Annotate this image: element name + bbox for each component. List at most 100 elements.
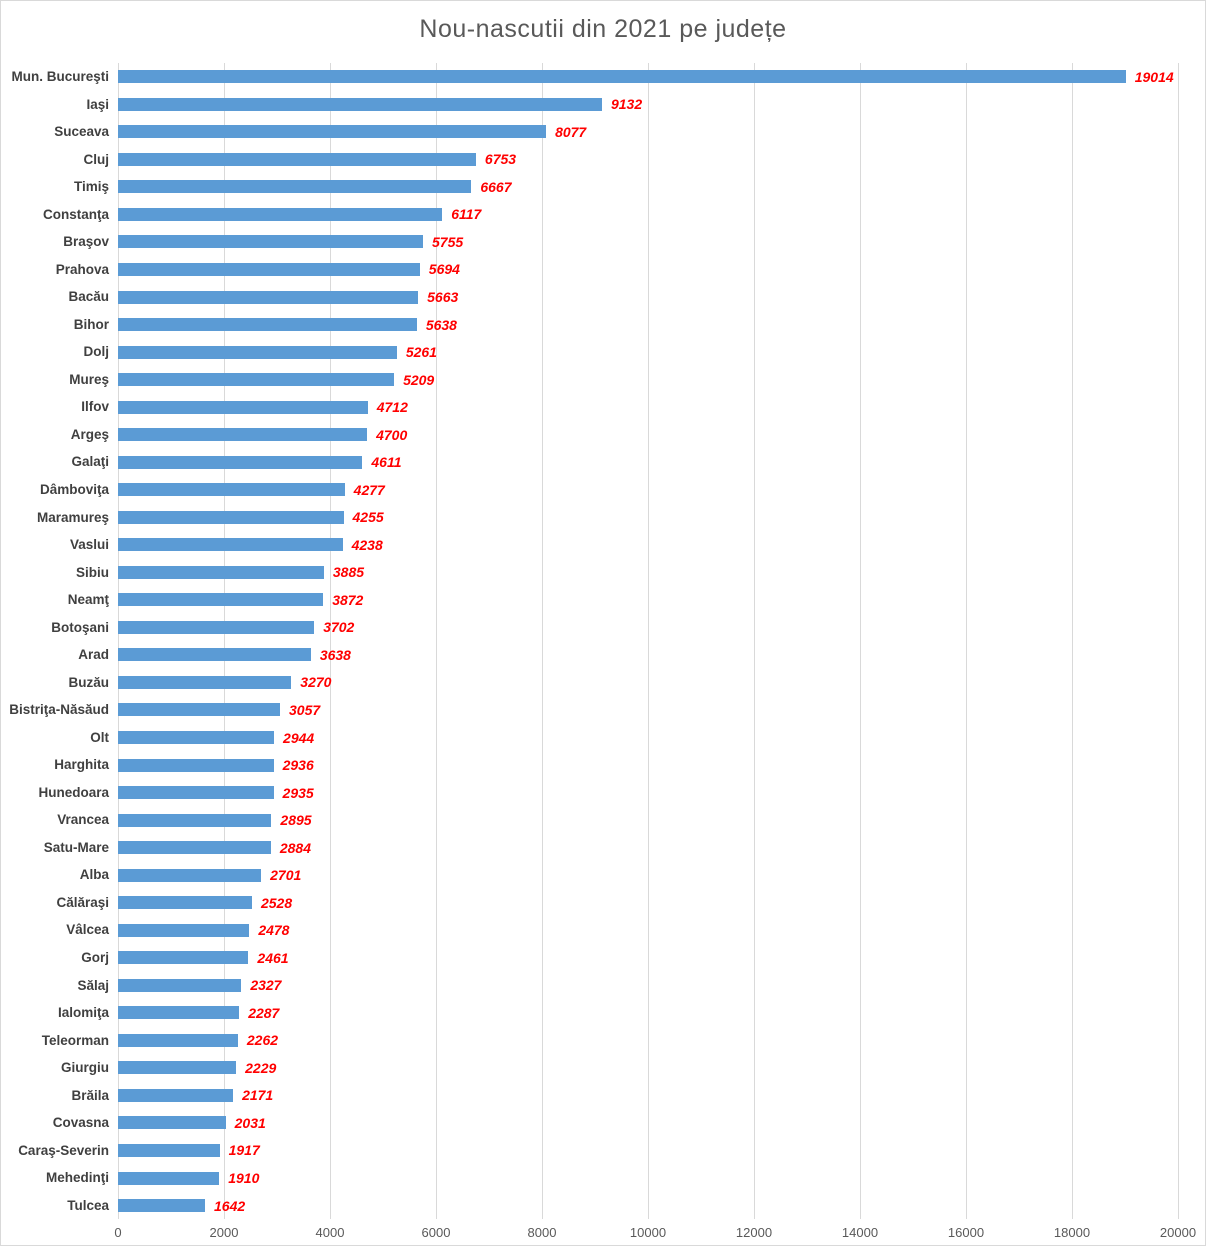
category-label: Bacău	[68, 289, 109, 305]
bar-row: 3270	[118, 669, 1178, 697]
bar-row: 4277	[118, 476, 1178, 504]
bar-row: 3885	[118, 559, 1178, 587]
value-label: 3885	[332, 564, 365, 581]
bar-row: 4700	[118, 421, 1178, 449]
x-tick-label: 8000	[527, 1225, 557, 1240]
value-label: 6117	[451, 206, 482, 223]
bar-row: 2528	[118, 889, 1178, 917]
bar-row: 6117	[118, 201, 1178, 229]
value-label: 1917	[228, 1142, 260, 1159]
bar	[118, 978, 242, 992]
x-tick-label: 4000	[315, 1225, 345, 1240]
value-label: 1642	[214, 1197, 246, 1214]
bar-row: 2171	[118, 1082, 1178, 1110]
value-label: 2936	[282, 757, 314, 774]
category-label: Vaslui	[69, 537, 109, 553]
value-label: 2944	[283, 729, 315, 746]
x-tick-label: 2000	[209, 1225, 239, 1240]
category-label: Maramureş	[36, 509, 109, 525]
value-label: 4700	[376, 426, 408, 443]
category-label: Hunedoara	[38, 784, 109, 800]
value-label: 4611	[371, 454, 402, 471]
bar-row: 3702	[118, 614, 1178, 642]
bar-row: 4712	[118, 393, 1178, 421]
bar-row: 1910	[118, 1164, 1178, 1192]
bar	[118, 290, 419, 304]
bar	[118, 841, 271, 855]
category-label: Suceava	[54, 124, 109, 140]
bar-row: 9132	[118, 91, 1178, 119]
bar-row: 2935	[118, 779, 1178, 807]
bar-row: 1917	[118, 1137, 1178, 1165]
category-label: Neamţ	[67, 592, 109, 608]
gridline	[966, 63, 967, 1219]
plot-area: 19014 9132 8077 6753 6667 6117 5755 5694 5663 563…	[118, 63, 1179, 1219]
category-label: Mureş	[69, 371, 109, 387]
bar	[118, 951, 249, 965]
category-label: Argeş	[70, 426, 109, 442]
value-label: 4255	[352, 509, 384, 526]
value-label: 2461	[257, 949, 289, 966]
gridline	[330, 63, 331, 1219]
bar-row: 4255	[118, 504, 1178, 532]
bar	[118, 455, 363, 469]
x-tick-label: 20000	[1159, 1225, 1197, 1240]
bar	[118, 1088, 234, 1102]
value-label: 4712	[376, 399, 408, 416]
value-label: 9132	[610, 96, 643, 113]
bar-row: 2031	[118, 1109, 1178, 1137]
bar-row: 2944	[118, 724, 1178, 752]
bar	[118, 565, 324, 579]
bar-row: 4611	[118, 448, 1178, 476]
gridline	[1178, 63, 1179, 1219]
value-label: 8077	[555, 123, 587, 140]
bar-row: 3057	[118, 696, 1178, 724]
value-label: 19014	[1134, 68, 1174, 85]
gridline	[542, 63, 543, 1219]
value-label: 2935	[282, 784, 314, 801]
bar	[118, 262, 420, 276]
bar	[118, 731, 275, 745]
category-label: Vâlcea	[66, 922, 109, 938]
x-tick-label: 12000	[735, 1225, 773, 1240]
bar	[118, 180, 472, 194]
bar	[118, 758, 274, 772]
value-label: 2478	[258, 922, 290, 939]
gridline	[224, 63, 225, 1219]
value-label: 1910	[228, 1170, 260, 1187]
bar-row: 19014	[118, 63, 1178, 91]
bar-row: 3638	[118, 641, 1178, 669]
value-label: 2884	[279, 839, 311, 856]
category-label: Timiş	[73, 179, 109, 195]
bar-row: 2262	[118, 1027, 1178, 1055]
category-label: Bihor	[73, 316, 109, 332]
gridline	[754, 63, 755, 1219]
x-tick-label: 10000	[629, 1225, 667, 1240]
x-tick-label: 16000	[947, 1225, 985, 1240]
category-label: Caraş-Severin	[18, 1142, 109, 1158]
x-tick-label: 18000	[1053, 1225, 1091, 1240]
gridline	[1072, 63, 1073, 1219]
bar-row: 3872	[118, 586, 1178, 614]
bar	[118, 1143, 220, 1157]
value-label: 2287	[248, 1004, 280, 1021]
bar-row: 5209	[118, 366, 1178, 394]
bar	[118, 345, 397, 359]
chart-title: Nou-nascutii din 2021 pe județe	[419, 15, 787, 43]
category-label: Braşov	[63, 234, 109, 250]
bar	[118, 923, 250, 937]
category-label: Prahova	[55, 261, 109, 277]
value-label: 6753	[484, 151, 517, 168]
value-label: 4238	[351, 536, 383, 553]
bar	[118, 813, 272, 827]
bar	[118, 373, 395, 387]
bar-row: 2701	[118, 861, 1178, 889]
bar-row: 8077	[118, 118, 1178, 146]
bar	[118, 1061, 237, 1075]
gridline	[860, 63, 861, 1219]
value-label: 3638	[319, 646, 351, 663]
value-label: 6667	[480, 178, 512, 195]
bar	[118, 1116, 226, 1130]
bar	[118, 318, 417, 332]
bar-row: 5663	[118, 283, 1178, 311]
